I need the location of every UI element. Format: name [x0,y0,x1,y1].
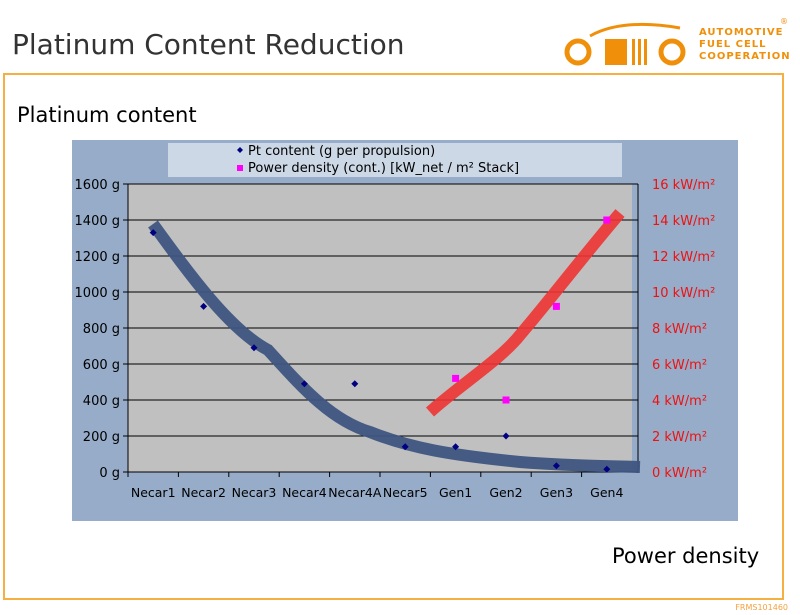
logo-line: COOPERATION [699,51,791,62]
y-left-tick-label: 400 g [83,394,120,409]
x-tick-label: Gen2 [489,485,522,500]
pt-trend-line [148,220,641,473]
y-right-tick-label: 8 kW/m² [652,322,707,337]
chart-subtitle: Platinum content [17,103,197,127]
y-left-tick-label: 1400 g [75,214,120,229]
pt-point [502,432,510,440]
pt-point [452,443,460,451]
y-left-tick-label: 1600 g [75,178,120,193]
x-tick-label: Necar4 [282,485,327,500]
slide-code: FRMS101460 [735,603,788,612]
pt-point [552,462,560,470]
pt-point [603,465,611,473]
legend-diamond-icon [237,147,243,153]
legend-square-icon [237,165,243,171]
power-density-label: Power density [612,544,760,568]
logo-line: AUTOMOTIVE [699,27,784,38]
y-right-tick-label: 6 kW/m² [652,358,707,373]
y-right-tick-label: 10 kW/m² [652,286,715,301]
y-right-tick-label: 14 kW/m² [652,214,715,229]
x-tick-label: Necar2 [181,485,226,500]
y-left-tick-label: 600 g [83,358,120,373]
y-left-tick-label: 1000 g [75,286,120,301]
x-tick-label: Necar5 [383,485,428,500]
x-tick-label: Necar4A [328,485,382,500]
pt-point [250,344,258,352]
y-left-tick-label: 800 g [83,322,120,337]
pt-point [200,302,208,310]
legend-pt: Pt content (g per propulsion) [248,144,435,159]
pt-point [351,380,359,388]
pt-point [149,229,157,237]
pt-point [300,380,308,388]
content-frame [3,73,784,600]
x-tick-label: Necar1 [131,485,176,500]
x-tick-label: Necar3 [232,485,277,500]
legend-box [168,143,622,177]
legend-power: Power density (cont.) [kW_net / m² Stack… [248,161,519,176]
y-left-tick-label: 1200 g [75,250,120,265]
logo-text: AUTOMOTIVE FUEL CELL COOPERATION [699,27,791,63]
power-trend-line [425,209,625,417]
y-right-tick-label: 2 kW/m² [652,430,707,445]
power-point [603,216,611,224]
power-point [452,374,460,382]
y-right-tick-label: 0 kW/m² [652,466,707,481]
x-tick-label: Gen1 [439,485,472,500]
power-point [552,302,560,310]
y-left-tick-label: 200 g [83,430,120,445]
x-tick-label: Gen4 [590,485,623,500]
y-right-tick-label: 16 kW/m² [652,178,715,193]
x-tick-label: Gen3 [540,485,573,500]
y-left-tick-label: 0 g [99,466,120,481]
registered-mark: ® [780,17,788,26]
power-point [502,396,510,404]
logo-line: FUEL CELL [699,39,767,50]
y-right-tick-label: 4 kW/m² [652,394,707,409]
page-title: Platinum Content Reduction [12,28,405,61]
y-right-tick-label: 12 kW/m² [652,250,715,265]
pt-point [401,443,409,451]
afcc-logo [562,18,697,74]
